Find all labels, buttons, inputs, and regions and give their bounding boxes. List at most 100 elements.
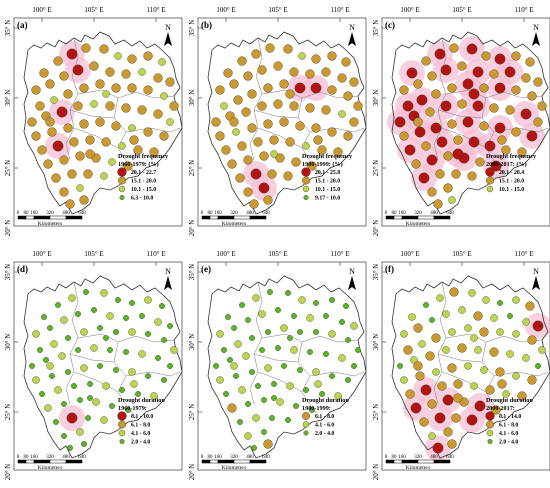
scale-bar: 0 80 160 320 480 640 Kilometers xyxy=(17,211,87,227)
station-marker xyxy=(453,135,463,145)
station-marker xyxy=(351,363,357,369)
station-marker xyxy=(447,119,457,129)
station-marker xyxy=(295,121,305,131)
station-marker xyxy=(43,159,53,169)
station-marker xyxy=(349,77,359,87)
province-boundary xyxy=(445,89,543,99)
province-boundary xyxy=(309,371,365,377)
province-boundary xyxy=(125,371,181,377)
station-marker xyxy=(470,334,478,342)
station-marker xyxy=(114,52,122,60)
station-marker xyxy=(442,346,450,354)
station-marker xyxy=(420,384,432,396)
station-marker xyxy=(102,382,110,390)
station-marker xyxy=(466,414,478,426)
station-marker xyxy=(453,393,463,403)
station-marker xyxy=(245,317,251,323)
station-marker xyxy=(410,356,418,364)
station-marker xyxy=(429,317,435,323)
station-marker xyxy=(404,144,416,156)
station-marker xyxy=(243,155,253,165)
province-boundary xyxy=(441,371,487,393)
station-marker xyxy=(427,71,437,81)
station-marker xyxy=(247,89,257,99)
station-marker xyxy=(92,398,100,406)
legend-label: 9.17 - 10.0 xyxy=(315,196,340,202)
scale-unit-label: Kilometers xyxy=(406,465,430,471)
station-marker xyxy=(353,101,363,111)
station-marker xyxy=(419,417,429,427)
north-arrow-icon: N xyxy=(532,23,540,46)
station-marker xyxy=(65,199,75,209)
station-marker xyxy=(287,335,293,341)
station-marker xyxy=(233,95,243,105)
legend-label: 4.1 - 6.0 xyxy=(315,423,334,429)
legend-label: 2.0 - 4.0 xyxy=(499,440,518,446)
legend-label: 8.1 - 14.0 xyxy=(499,414,521,420)
station-marker xyxy=(355,347,361,353)
legend-symbol xyxy=(302,412,310,420)
north-arrow-icon: N xyxy=(164,267,172,290)
station-marker xyxy=(123,315,129,321)
station-marker xyxy=(443,183,453,193)
station-marker xyxy=(485,385,495,395)
station-marker xyxy=(95,79,105,89)
scale-tick-label: 480 xyxy=(430,211,438,216)
station-marker xyxy=(345,377,351,383)
station-marker xyxy=(65,335,71,341)
station-marker xyxy=(128,328,136,336)
station-marker xyxy=(283,44,293,54)
station-marker xyxy=(468,289,476,297)
scale-tick-label: 80 xyxy=(24,455,30,460)
province-boundary xyxy=(69,109,115,119)
station-marker xyxy=(472,100,484,112)
station-marker xyxy=(502,390,510,398)
station-marker xyxy=(470,382,478,390)
station-marker xyxy=(72,64,84,76)
station-marker xyxy=(55,302,61,308)
station-marker xyxy=(135,391,141,397)
station-marker xyxy=(271,381,277,387)
panel-label: (a) xyxy=(17,20,28,30)
station-marker xyxy=(265,329,271,335)
station-marker xyxy=(237,141,247,151)
legend-title: 1960-1979: (%) xyxy=(118,161,159,168)
longitude-label: 110° E xyxy=(514,250,533,258)
station-marker xyxy=(323,313,329,319)
station-marker xyxy=(95,117,105,127)
station-marker xyxy=(215,85,225,95)
scale-tick-label: 640 xyxy=(78,455,86,460)
legend-symbol xyxy=(118,185,126,193)
province-boundary xyxy=(257,127,303,149)
station-marker xyxy=(490,314,498,322)
station-marker xyxy=(533,77,543,87)
station-marker xyxy=(321,67,331,77)
station-marker xyxy=(81,43,91,53)
station-marker xyxy=(329,373,335,379)
station-marker xyxy=(464,362,472,370)
station-marker xyxy=(251,445,257,451)
station-marker xyxy=(474,400,486,412)
station-marker xyxy=(467,171,477,181)
station-marker xyxy=(118,142,126,150)
station-marker xyxy=(484,140,496,152)
station-marker xyxy=(138,350,146,358)
longitude-label: 110° E xyxy=(330,6,349,14)
station-marker xyxy=(413,79,423,89)
station-marker xyxy=(501,145,511,155)
station-marker xyxy=(58,352,66,360)
legend-label: 6.1 - 8.0 xyxy=(499,423,518,429)
station-marker xyxy=(449,43,459,53)
scale-tick-label: 160 xyxy=(398,211,406,216)
station-marker xyxy=(527,91,537,101)
north-label: N xyxy=(349,23,355,32)
scale-bar: 0 80 160 320 480 640 Kilometers xyxy=(385,211,455,227)
station-marker xyxy=(257,101,267,111)
station-marker xyxy=(507,313,513,319)
scale-tick-label: 480 xyxy=(246,211,254,216)
station-marker xyxy=(400,376,408,384)
station-marker xyxy=(289,67,299,77)
scale-tick-label: 480 xyxy=(246,455,254,460)
station-marker xyxy=(276,398,284,406)
station-marker xyxy=(494,82,506,94)
